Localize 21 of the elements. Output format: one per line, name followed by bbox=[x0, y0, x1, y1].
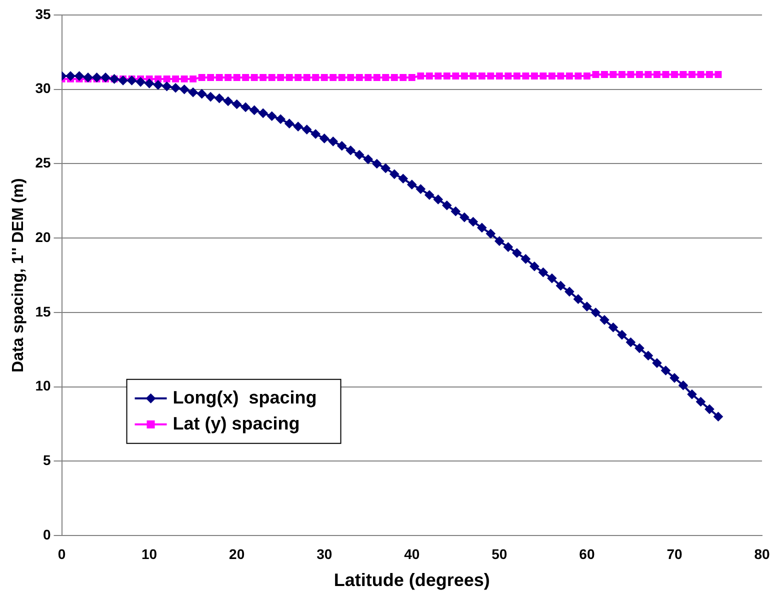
legend-label: Lat (y) spacing bbox=[172, 413, 300, 434]
y-tick-label: 30 bbox=[35, 80, 51, 96]
y-tick-label: 0 bbox=[42, 526, 51, 542]
x-tick-label: 40 bbox=[404, 546, 420, 562]
x-tick-label: 0 bbox=[58, 546, 66, 562]
x-tick-label: 70 bbox=[666, 546, 682, 562]
y-tick-label: 5 bbox=[42, 452, 51, 468]
x-tick-label: 10 bbox=[142, 546, 158, 562]
y-tick-label: 10 bbox=[35, 378, 51, 394]
x-tick-label: 60 bbox=[579, 546, 595, 562]
x-tick-label: 80 bbox=[754, 546, 770, 562]
x-axis-title: Latitude (degrees) bbox=[334, 570, 490, 590]
legend-label: Long(x) spacing bbox=[172, 387, 317, 408]
y-tick-label: 25 bbox=[35, 154, 51, 171]
x-tick-label: 50 bbox=[492, 546, 508, 562]
x-tick-label: 30 bbox=[316, 546, 332, 562]
y-tick-label: 35 bbox=[35, 6, 51, 22]
y-axis-title: Data spacing, 1'' DEM (m) bbox=[10, 178, 28, 372]
x-tick-label: 20 bbox=[229, 546, 245, 562]
y-tick-label: 20 bbox=[35, 228, 51, 245]
y-tick-label: 15 bbox=[35, 303, 51, 320]
